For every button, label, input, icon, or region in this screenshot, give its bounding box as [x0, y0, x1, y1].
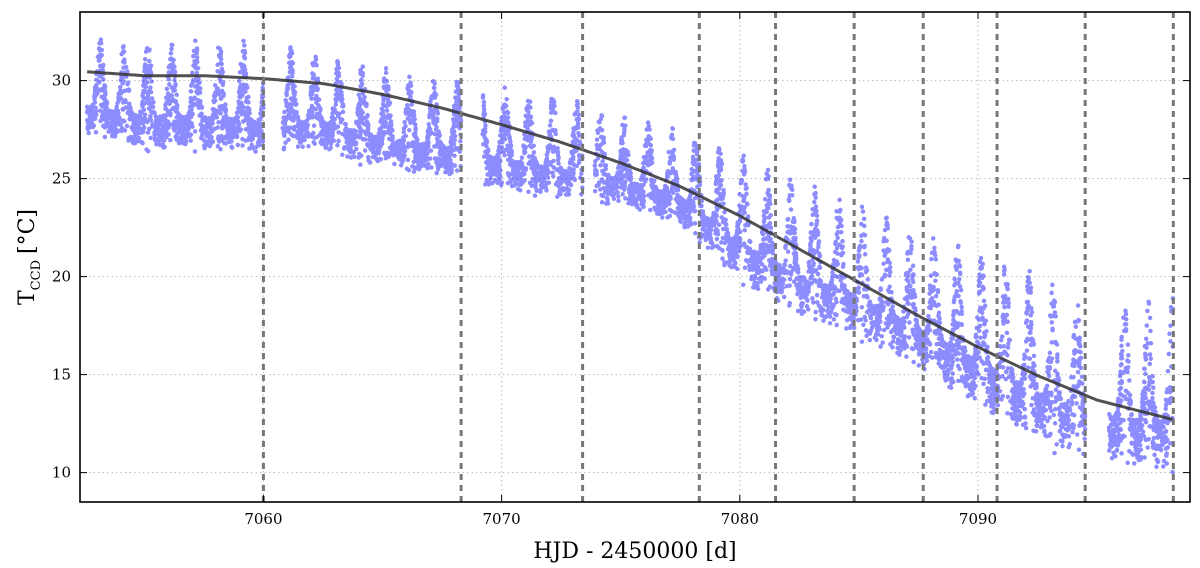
y-tick-label: 20 [52, 268, 71, 286]
plot-frame [79, 11, 1191, 503]
y-tick-label: 15 [52, 366, 71, 384]
x-axis-label: HJD - 2450000 [d] [533, 539, 736, 564]
y-tick-label: 30 [52, 72, 71, 90]
trend-series [87, 70, 1174, 422]
scatter-points [84, 37, 1176, 475]
y-tick-label: 25 [52, 170, 71, 188]
y-axis-label-subscript: CCD [29, 260, 44, 290]
y-axis-label-unit: [°C] [15, 209, 40, 254]
scatter-point-cloud [84, 37, 1176, 475]
x-tick-label: 7090 [959, 510, 997, 528]
axis-ticks: 7060 7070 7080 7090 10 15 20 25 30 [52, 12, 1190, 528]
vertical-markers [261, 12, 1175, 502]
y-axis-label-main: T [15, 290, 40, 305]
y-axis-label: TCCD [°C] [15, 209, 44, 305]
plot-background [80, 12, 1190, 502]
x-tick-label: 7070 [483, 510, 521, 528]
trend-line [87, 70, 1174, 422]
x-tick-label: 7080 [721, 510, 759, 528]
y-tick-label: 10 [52, 464, 71, 482]
x-tick-label: 7060 [244, 510, 282, 528]
